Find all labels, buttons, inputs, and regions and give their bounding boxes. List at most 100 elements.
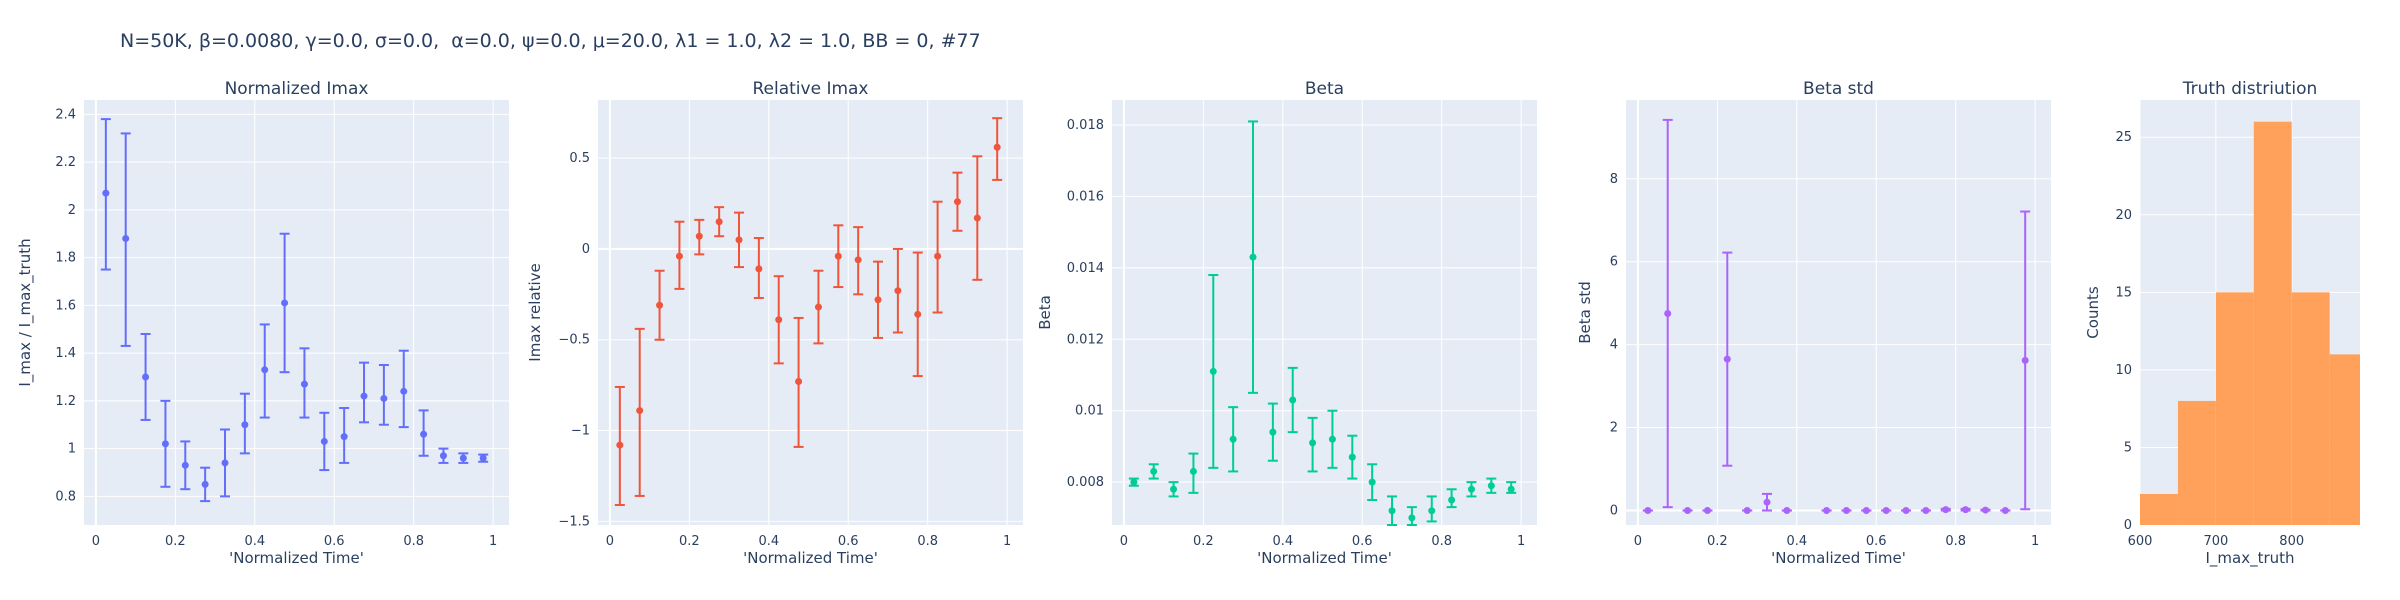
y-tick-label: 0 [582, 242, 590, 257]
data-point [1723, 355, 1731, 363]
y-tick-label: 0 [1610, 503, 1618, 518]
x-tick-label: 0 [92, 534, 100, 549]
y-tick-label: 0.014 [1067, 261, 1104, 276]
data-point [360, 392, 368, 400]
x-tick-label: 0.8 [1431, 534, 1452, 549]
x-axis-label: 'Normalized Time' [1257, 549, 1392, 567]
x-axis-label: 'Normalized Time' [1771, 549, 1906, 567]
data-point [953, 198, 961, 206]
data-point [1981, 506, 1989, 514]
chart-panel-2: −1.5 −1 −0.5 0 0.5 0 0.2 0.4 0.6 0.8 1 Relative Ima… [526, 79, 1023, 567]
data-point [1644, 506, 1652, 514]
data-point [735, 236, 743, 244]
data-point [1862, 506, 1870, 514]
data-point [894, 287, 902, 295]
data-point [420, 430, 428, 438]
data-point [1388, 507, 1396, 515]
data-point [616, 441, 624, 449]
y-tick-label: 6 [1610, 255, 1618, 270]
data-point [142, 373, 150, 381]
x-tick-label: 0.4 [244, 534, 265, 549]
data-point [795, 378, 803, 386]
panel-title: Beta std [1803, 79, 1874, 99]
histogram-bar [2140, 493, 2178, 525]
data-point [439, 452, 447, 460]
y-tick-label: 2.2 [55, 155, 76, 170]
x-axis-label: 'Normalized Time' [229, 549, 364, 567]
y-tick-label: 15 [2115, 285, 2132, 300]
x-tick-label: 1 [1517, 534, 1525, 549]
data-point [300, 380, 308, 388]
x-tick-label: 0.4 [1272, 534, 1293, 549]
y-tick-label: −1.5 [558, 514, 590, 529]
plot-background [84, 100, 509, 525]
y-tick-label: 0.01 [1075, 404, 1104, 419]
data-point [1368, 478, 1376, 486]
data-point [993, 143, 1001, 151]
histogram-bar [2177, 400, 2216, 525]
data-point [380, 394, 388, 402]
y-tick-label: 0.5 [569, 151, 590, 166]
data-point [1189, 467, 1197, 475]
x-tick-label: 0.6 [1866, 534, 1887, 549]
data-point [1703, 506, 1711, 514]
y-tick-label: 1.6 [55, 298, 76, 313]
plot-background [598, 100, 1023, 525]
data-point [854, 256, 862, 264]
y-tick-label: 0.018 [1067, 118, 1104, 133]
data-point [834, 252, 842, 260]
data-point [1684, 506, 1692, 514]
data-point [320, 437, 328, 445]
data-point [1842, 506, 1850, 514]
panel-title: Beta [1305, 79, 1344, 99]
y-axis-label: I_max / I_max_truth [16, 238, 35, 386]
plot-background [1626, 100, 2051, 525]
data-point [1309, 439, 1317, 447]
y-tick-label: 20 [2115, 208, 2132, 223]
histogram-bar [2215, 292, 2254, 525]
y-tick-label: 4 [1610, 338, 1618, 353]
data-point [1823, 506, 1831, 514]
chart-panel-1: 0.8 1 1.2 1.4 1.6 1.8 2 2.2 2.4 0 0.2 0.4 0.6 0.8 1 Nor… [16, 79, 509, 567]
data-point [1289, 396, 1297, 404]
data-point [221, 459, 229, 467]
y-tick-label: 1.8 [55, 251, 76, 266]
data-point [675, 252, 683, 260]
data-point [934, 252, 942, 260]
data-point [1150, 467, 1158, 475]
x-tick-label: 0.2 [1707, 534, 1728, 549]
panel-title: Relative Imax [752, 79, 868, 99]
x-tick-label: 0.2 [679, 534, 700, 549]
x-tick-label: 800 [2279, 534, 2304, 549]
data-point [1467, 485, 1475, 493]
histogram-bar [2329, 354, 2360, 525]
data-point [715, 218, 723, 226]
data-point [261, 366, 269, 374]
data-point [1348, 453, 1356, 461]
x-tick-label: 0.4 [758, 534, 779, 549]
x-tick-label: 0.8 [403, 534, 424, 549]
x-tick-label: 0.2 [165, 534, 186, 549]
data-point [1763, 498, 1771, 506]
y-axis-label: Counts [2084, 286, 2102, 339]
data-point [1229, 435, 1237, 443]
x-tick-label: 1 [489, 534, 497, 549]
y-axis-label: Imax relative [526, 263, 544, 361]
data-point [1130, 478, 1138, 486]
histogram-bar [2253, 121, 2292, 525]
data-point [775, 316, 783, 324]
data-point [1269, 428, 1277, 436]
data-point [636, 407, 644, 415]
x-tick-label: 0.8 [917, 534, 938, 549]
data-point [1487, 482, 1495, 490]
x-tick-label: 0.4 [1786, 534, 1807, 549]
y-tick-label: 1 [68, 442, 76, 457]
data-point [1942, 506, 1950, 514]
panel-title: Normalized Imax [225, 79, 369, 99]
data-point [241, 421, 249, 429]
data-point [1902, 506, 1910, 514]
y-tick-label: 2 [1610, 421, 1618, 436]
data-point [973, 214, 981, 222]
data-point [1664, 310, 1672, 318]
data-point [1743, 506, 1751, 514]
